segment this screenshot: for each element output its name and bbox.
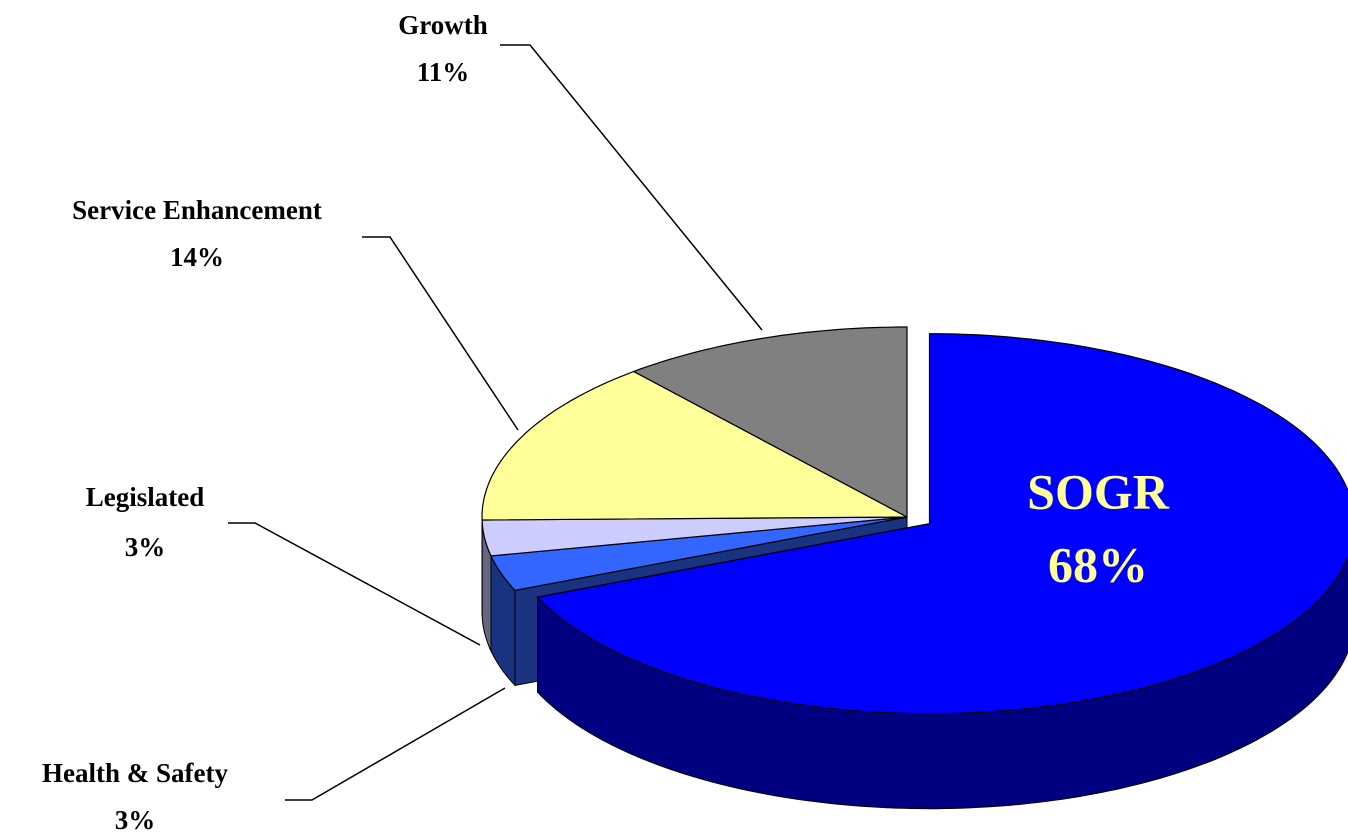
slice xyxy=(536,333,1348,715)
leader-line xyxy=(228,522,481,646)
slice xyxy=(632,326,908,518)
slice-label: Health & Safety xyxy=(42,758,228,788)
leader-line xyxy=(362,236,519,431)
slice-label: Legislated xyxy=(86,482,205,512)
slice xyxy=(481,370,908,521)
leader-line xyxy=(285,687,506,801)
slice-value-label: 3% xyxy=(115,805,156,835)
slice-value-label: 3% xyxy=(125,532,166,562)
slice-label: Growth xyxy=(398,10,488,40)
slice-value-label: 68% xyxy=(1048,536,1148,592)
leader-line xyxy=(500,44,763,331)
slice-value-label: 14% xyxy=(170,242,224,272)
slice-label: SOGR xyxy=(1027,463,1170,519)
slice xyxy=(490,516,908,592)
pie xyxy=(481,326,1348,810)
slice-label: Service Enhancement xyxy=(72,195,322,225)
slice-value-label: 11% xyxy=(417,57,470,87)
slice xyxy=(481,516,908,557)
